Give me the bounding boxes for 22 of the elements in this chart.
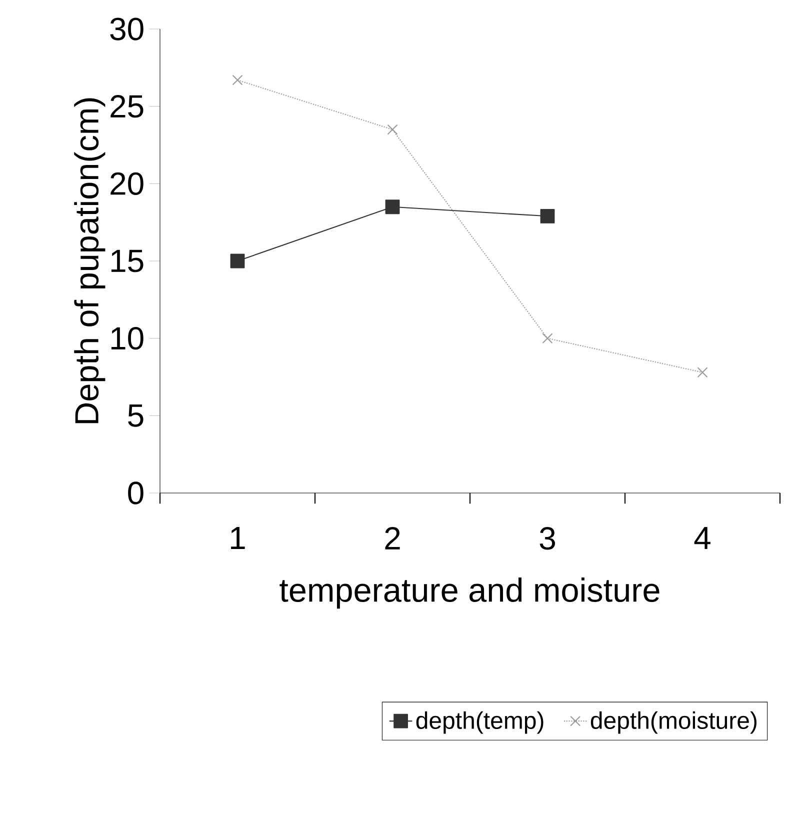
point [385,200,400,214]
point [232,74,243,86]
y-tick-label: 10 [111,327,144,350]
x-tick-label: 2 [385,527,400,550]
y-tick-label: 25 [110,95,144,118]
legend-label: depth(temp) [416,711,544,734]
point [697,367,708,378]
x-tick-label: 4 [694,527,710,550]
y-tick-label: 30 [110,18,144,40]
y-axis-title: Depth of pupation(cm) [74,98,106,424]
y-tick-label: 0 [128,482,144,504]
y-tick-label: 15 [111,250,144,272]
point [230,254,245,268]
x-axis-title: temperature and moisture [280,578,660,609]
x-tick-label: 1 [231,527,245,550]
y-tick-label: 5 [128,404,144,427]
point [387,124,398,135]
y-tick-label: 20 [110,172,144,195]
point [542,333,553,344]
point [540,208,555,224]
x-tick-label: 3 [540,527,555,550]
legend-label: depth(moisture) [590,711,756,734]
